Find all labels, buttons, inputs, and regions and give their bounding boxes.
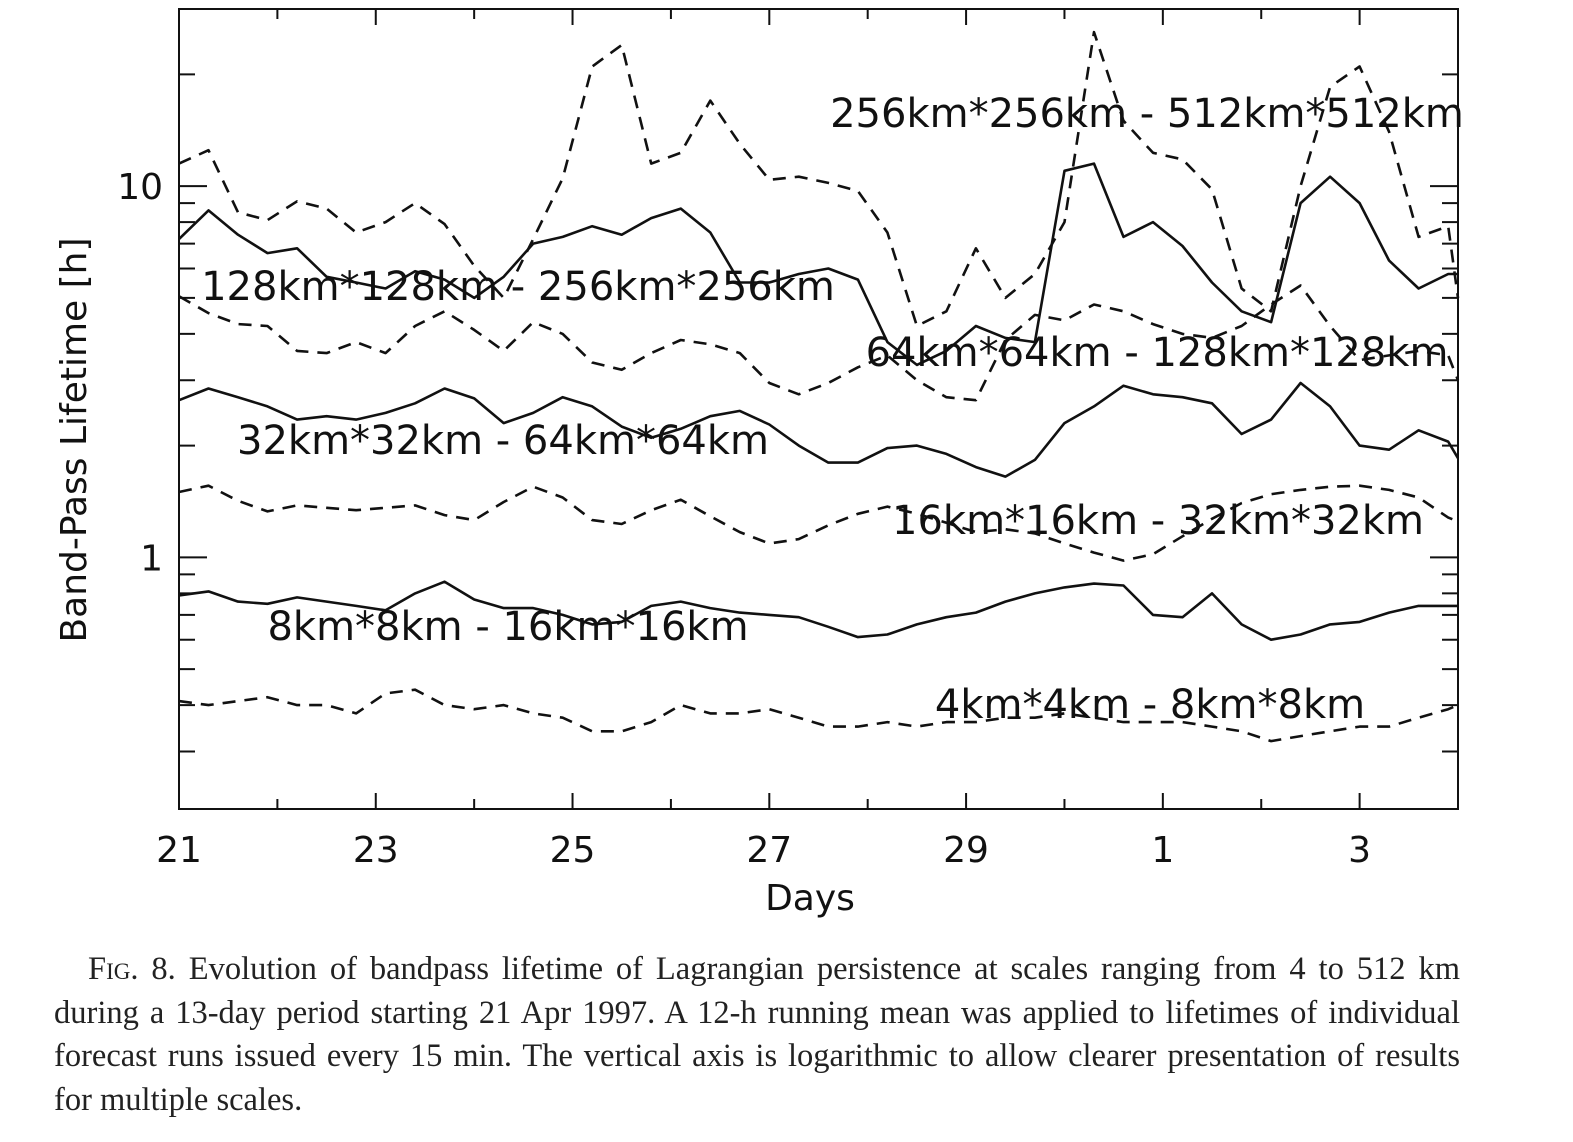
y-axis-title: Band-Pass Lifetime [h] bbox=[54, 237, 95, 642]
series-label-2: 16km*16km - 32km*32km bbox=[892, 498, 1424, 544]
tick-layer: 21 23 25 27 29 1 3 1 10 bbox=[117, 8, 1459, 871]
plot-frame bbox=[178, 8, 1459, 810]
series-layer bbox=[178, 30, 1460, 743]
figure-caption: Fig. 8. Evolution of bandpass lifetime o… bbox=[54, 948, 1460, 1122]
x-tick-label: 1 bbox=[1151, 830, 1174, 871]
series-label-3: 32km*32km - 64km*64km bbox=[237, 418, 769, 464]
series-line-4 bbox=[178, 284, 1460, 402]
series-label-5: 128km*128km - 256km*256km bbox=[201, 264, 835, 310]
series-label-1: 8km*8km - 16km*16km bbox=[267, 604, 748, 650]
x-tick-label: 29 bbox=[943, 830, 989, 871]
series-line-2 bbox=[178, 484, 1459, 562]
x-tick-label: 27 bbox=[746, 830, 792, 871]
caption-text: Evolution of bandpass lifetime of Lagran… bbox=[54, 951, 1460, 1118]
series-label-0: 4km*4km - 8km*8km bbox=[935, 682, 1365, 728]
series-line-0 bbox=[178, 688, 1459, 743]
lifetime-chart: 21 23 25 27 29 1 3 1 10 4km*4km - 8km*8km 8km*8km… bbox=[54, 8, 1464, 919]
caption-figure-label: Fig. 8. bbox=[88, 951, 176, 987]
x-axis-title: Days bbox=[765, 878, 855, 919]
x-tick-label: 21 bbox=[156, 830, 202, 871]
x-tick-label: 3 bbox=[1348, 830, 1371, 871]
x-tick-label: 23 bbox=[353, 830, 399, 871]
series-line-5 bbox=[178, 162, 1458, 367]
series-line-6 bbox=[178, 30, 1460, 328]
series-line-3 bbox=[178, 381, 1460, 478]
y-tick-label: 10 bbox=[117, 167, 163, 208]
series-label-layer: 4km*4km - 8km*8km 8km*8km - 16km*16km 16km… bbox=[201, 91, 1464, 728]
series-label-4: 64km*64km - 128km*128km bbox=[866, 330, 1449, 376]
series-line-1 bbox=[178, 580, 1458, 641]
y-tick-label: 1 bbox=[140, 538, 163, 579]
x-tick-label: 25 bbox=[550, 830, 596, 871]
series-label-6: 256km*256km - 512km*512km bbox=[830, 91, 1464, 137]
